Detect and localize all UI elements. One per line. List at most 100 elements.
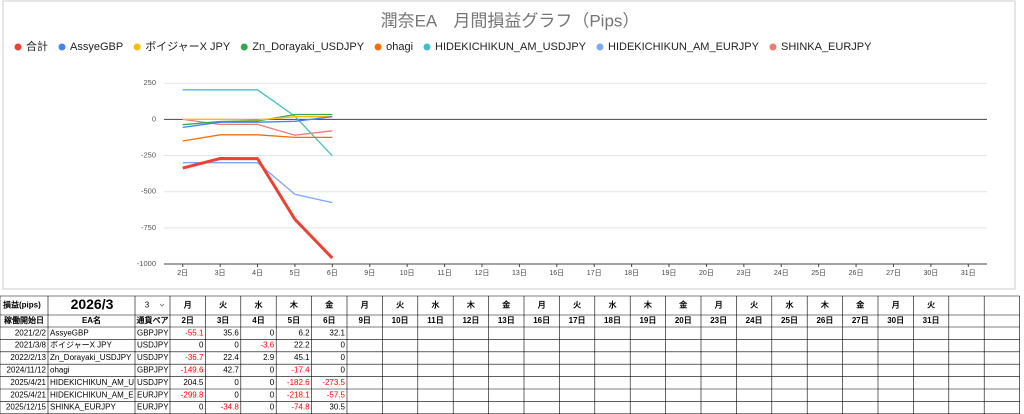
start-date: 2021/3/8: [15, 341, 47, 350]
y-tick-label: -500: [141, 187, 156, 196]
currency-pair: USDJPY: [137, 353, 169, 362]
x-tick-label: 13日: [512, 269, 527, 277]
start-date: 2025/12/15: [6, 403, 47, 412]
pips-value: 0: [341, 353, 346, 362]
pips-value: -57.5: [327, 390, 346, 399]
chart-frame: [2, 0, 1016, 290]
currency-pair: USDJPY: [137, 378, 169, 387]
ea-name: HIDEKICHIKUN_AM_EURJPY: [50, 390, 160, 399]
day-header: 17日: [569, 316, 586, 325]
weekday-label: 木: [466, 300, 476, 310]
y-tick-label: -1000: [137, 259, 156, 268]
legend-marker: [240, 43, 248, 51]
currency-pair: GBPJPY: [137, 328, 169, 337]
weekday-label: 月: [537, 301, 546, 310]
pips-value: -74.8: [291, 403, 310, 412]
pips-value: 35.6: [223, 328, 239, 337]
day-header: 13日: [498, 316, 515, 325]
x-tick-label: 3日: [215, 269, 226, 277]
x-tick-label: 4日: [252, 269, 263, 277]
x-tick-label: 17日: [587, 269, 602, 277]
x-tick-label: 16日: [549, 269, 564, 277]
weekday-label: 月: [183, 301, 192, 310]
weekday-label: 月: [891, 301, 900, 310]
legend-marker: [133, 43, 141, 51]
weekday-label: 木: [643, 300, 653, 310]
month-select: 3: [145, 301, 150, 310]
legend-label: Zn_Dorayaki_USDJPY: [252, 41, 365, 53]
day-header: 11日: [427, 316, 443, 325]
legend-marker: [58, 43, 66, 51]
day-header: 4日: [252, 316, 264, 325]
pips-value: 6.2: [298, 328, 310, 337]
pips-value: 0: [234, 378, 239, 387]
day-header: 23日: [710, 316, 727, 325]
legend-label: SHINKA_EURJPY: [781, 41, 872, 53]
legend-marker: [423, 43, 431, 51]
ea-name: Zn_Dorayaki_USDJPY: [50, 353, 132, 362]
x-tick-label: 23日: [736, 269, 751, 277]
weekday-label: 金: [501, 300, 511, 310]
pips-value: -299.8: [181, 390, 204, 399]
x-tick-label: 12日: [475, 269, 490, 277]
ea-name: ボイジャーX JPY: [50, 341, 112, 350]
x-tick-label: 10日: [400, 269, 415, 277]
legend-marker: [769, 43, 777, 51]
pips-value: 0: [270, 378, 275, 387]
legend-label: HIDEKICHIKUN_AM_USDJPY: [435, 41, 587, 53]
weekday-label: 火: [396, 301, 405, 310]
currency-pair: USDJPY: [137, 341, 169, 350]
month-label: 2026/3: [71, 296, 114, 312]
series-line: [182, 134, 333, 142]
pips-value: -182.6: [287, 378, 310, 387]
column-header: EA名: [82, 315, 101, 325]
pips-value: -3.6: [260, 341, 274, 350]
ea-name: ohagi: [50, 366, 70, 375]
pips-value: 204.5: [183, 378, 204, 387]
x-tick-label: 24日: [774, 269, 789, 277]
pips-value: -218.1: [287, 390, 310, 399]
pips-value: -36.7: [185, 353, 204, 362]
series-line: [182, 113, 333, 126]
day-header: 12日: [462, 316, 479, 325]
weekday-label: 火: [927, 301, 936, 310]
pips-value: 0: [270, 328, 275, 337]
start-date: 2025/4/21: [10, 390, 46, 399]
pips-value: 32.1: [329, 328, 345, 337]
legend-label: AssyeGBP: [70, 41, 123, 53]
pips-value: 30.5: [329, 403, 345, 412]
currency-pair: EURJPY: [137, 403, 169, 412]
x-tick-label: 25日: [811, 269, 826, 277]
pips-value: -55.1: [185, 328, 204, 337]
x-tick-label: 18日: [624, 269, 639, 277]
pips-value: 0: [270, 366, 275, 375]
weekday-label: 月: [360, 301, 369, 310]
pips-value: -149.6: [181, 366, 204, 375]
x-tick-label: 31日: [961, 269, 976, 277]
chart-title: 潤奈EA 月間損益グラフ（Pips）: [381, 11, 640, 30]
day-header: 2日: [181, 316, 193, 325]
day-header: 31日: [923, 316, 940, 325]
x-tick-label: 20日: [699, 269, 714, 277]
ea-name: AssyeGBP: [50, 328, 89, 337]
weekday-label: 木: [820, 300, 830, 310]
currency-pair: EURJPY: [137, 390, 169, 399]
start-date: 2022/2/13: [10, 353, 46, 362]
series-line: [182, 156, 334, 260]
legend-marker: [596, 43, 604, 51]
x-tick-label: 9日: [364, 269, 375, 277]
legend-label: HIDEKICHIKUN_AM_EURJPY: [608, 41, 760, 53]
pips-value: 0: [234, 341, 239, 350]
pips-value: 22.2: [294, 341, 310, 350]
pips-value: 0: [270, 403, 275, 412]
pips-value: 42.7: [223, 366, 239, 375]
day-header: 25日: [781, 316, 798, 325]
weekday-label: 火: [573, 301, 582, 310]
currency-pair: GBPJPY: [137, 366, 169, 375]
day-header: 10日: [392, 316, 409, 325]
day-header: 24日: [746, 316, 763, 325]
legend-marker: [14, 43, 22, 51]
weekday-label: 火: [750, 301, 759, 310]
day-header: 27日: [852, 316, 869, 325]
pips-value: 0: [270, 390, 275, 399]
